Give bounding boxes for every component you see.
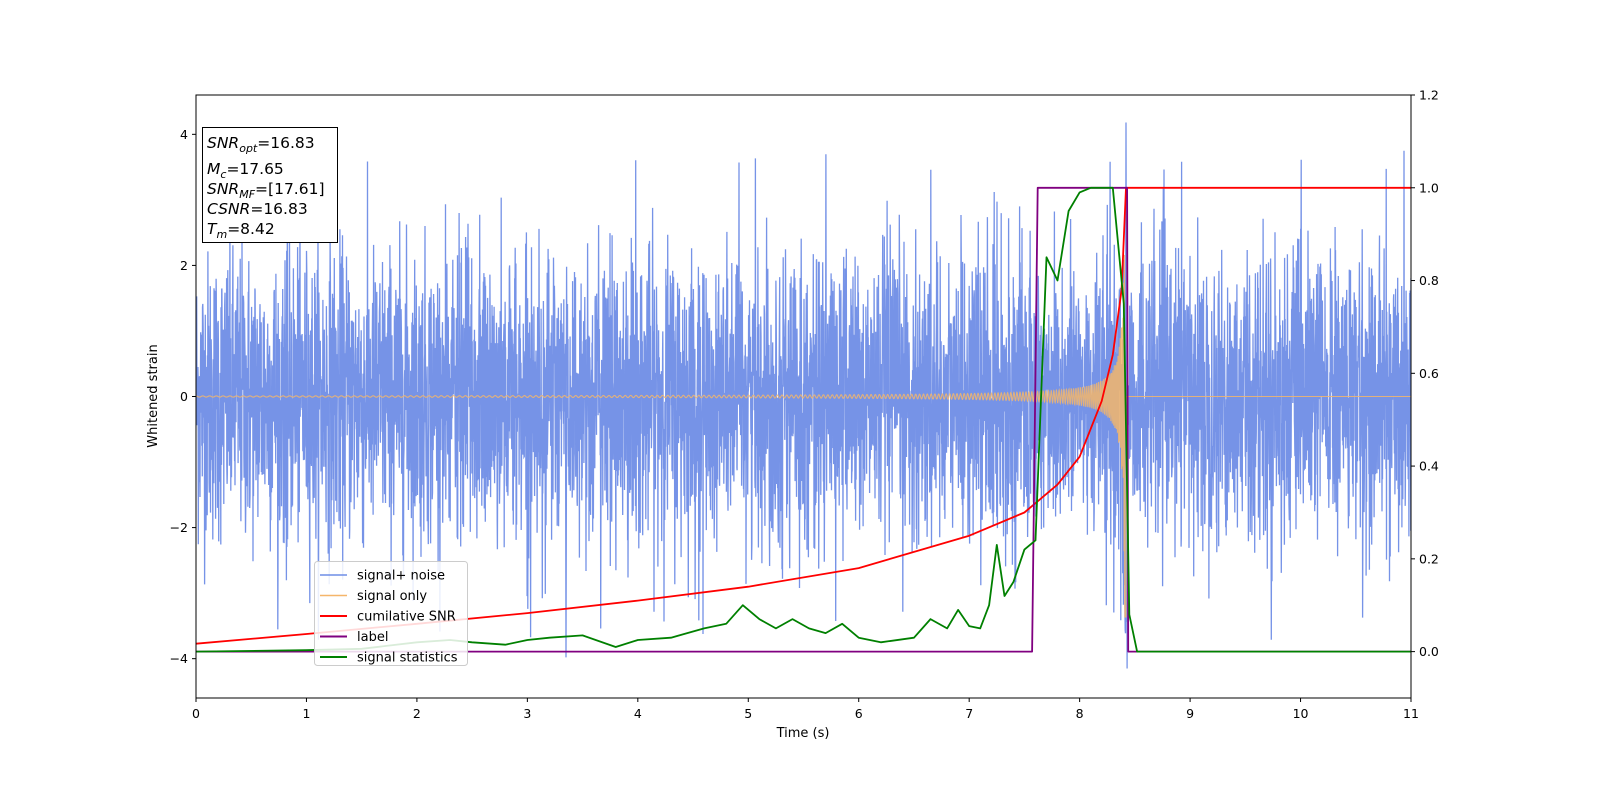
info-box-frame: [202, 127, 338, 243]
y2-tick-label: 1.2: [1419, 88, 1439, 103]
y-tick-label: −2: [170, 520, 188, 535]
legend-label: cumilative SNR: [357, 610, 456, 625]
x-tick-label: 5: [744, 706, 752, 721]
x-axis-label: Time (s): [776, 726, 830, 741]
y2-tick-label: 0.2: [1419, 551, 1439, 566]
y2-tick-label: 0.6: [1419, 366, 1439, 381]
x-tick-label: 1: [302, 706, 310, 721]
y2-tick-label: 1.0: [1419, 180, 1439, 195]
series-signal-statistics: [196, 186, 1411, 653]
x-tick-label: 8: [1076, 706, 1084, 721]
legend-label: signal+ noise: [357, 569, 445, 584]
x-tick-label: 4: [634, 706, 642, 721]
series-cumilative-snr: [196, 186, 1411, 645]
legend: signal+ noise signal only cumilative SNR la…: [314, 561, 468, 666]
x-tick-label: 11: [1403, 706, 1419, 721]
x-tick-label: 3: [523, 706, 531, 721]
y2-tick-label: 0.8: [1419, 273, 1439, 288]
x-tick-label: 2: [413, 706, 421, 721]
mc-text: Mc=17.65: [207, 160, 284, 181]
y-axis-left: −4 −2 0 2 4: [170, 127, 196, 666]
x-tick-label: 6: [855, 706, 863, 721]
x-tick-label: 9: [1186, 706, 1194, 721]
snr-mf-text: SNRMF=[17.61]: [207, 180, 325, 201]
x-tick-label: 7: [965, 706, 973, 721]
x-tick-label: 10: [1293, 706, 1309, 721]
csnr-text: CSNR=16.83: [207, 200, 308, 218]
y-tick-label: 2: [180, 258, 188, 273]
y2-tick-label: 0.4: [1419, 459, 1439, 474]
y-axis-right: 0.0 0.2 0.4 0.6 0.8 1.0 1.2: [1411, 88, 1439, 659]
y-tick-label: 4: [180, 127, 188, 142]
x-tick-label: 0: [192, 706, 200, 721]
series-signal-only: [196, 254, 1411, 618]
legend-label: label: [357, 630, 388, 645]
legend-label: signal only: [357, 589, 427, 604]
y2-tick-label: 0.0: [1419, 644, 1439, 659]
series-signal-plus-noise: [196, 122, 1411, 669]
legend-label: signal statistics: [357, 651, 458, 666]
snr-opt-text: SNRopt=16.83: [207, 134, 315, 155]
y-tick-label: 0: [180, 389, 188, 404]
y-axis-label: Whitened strain: [146, 344, 161, 447]
info-box: SNRopt=16.83 Mc=17.65 SNRMF=[17.61] CSNR…: [202, 127, 338, 243]
y-tick-label: −4: [170, 651, 188, 666]
plot-area: [196, 122, 1411, 669]
legend-frame: [314, 561, 468, 666]
tm-text: Tm=8.42: [207, 220, 275, 241]
x-axis: 0 1 2 3 4 5 6 7 8 9 10 11: [192, 698, 1419, 721]
